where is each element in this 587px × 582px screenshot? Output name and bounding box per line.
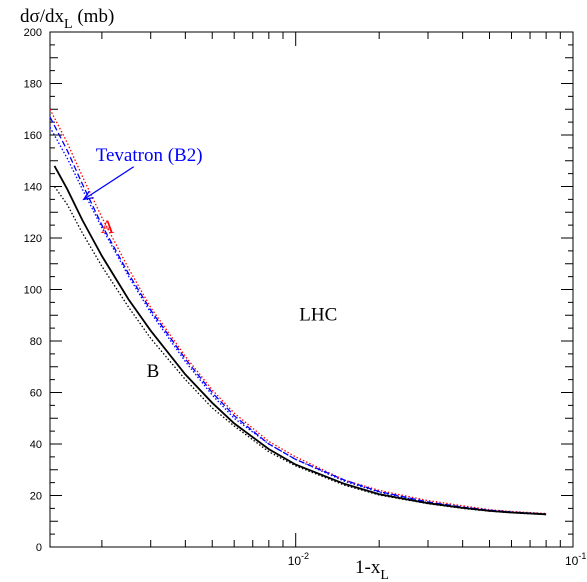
plot-area-border	[49, 31, 574, 548]
series-B-black-solid	[53, 165, 547, 516]
y-axis-ticks: 0 20 40 60 80 100 120 140 160 180 200	[24, 27, 573, 554]
y-tick-label: 80	[30, 336, 42, 348]
x-axis-ticks: 10-2 10-1	[101, 32, 586, 568]
series-layer	[49, 109, 547, 516]
x-tick-label: 10-2	[288, 551, 309, 568]
series-B2-blue-dashed	[49, 116, 547, 515]
y-tick-label: 0	[36, 542, 42, 554]
y-tick-label: 20	[30, 491, 42, 503]
plot-frame	[49, 31, 574, 548]
y-tick-label: 100	[24, 285, 42, 297]
y-tick-label: 120	[24, 233, 42, 245]
annotation-b: B	[147, 361, 160, 382]
y-axis-title: dσ/dxL (mb)	[20, 6, 114, 32]
series-black-dotted	[53, 186, 547, 516]
tevatron-arrow-line	[83, 166, 135, 200]
y-tick-label: 60	[30, 388, 42, 400]
y-tick-label: 40	[30, 439, 42, 451]
x-axis-title: 1-xL	[355, 557, 389, 582]
series-A-red-dotted	[49, 109, 547, 515]
y-tick-label: 200	[24, 27, 42, 39]
y-tick-label: 180	[24, 79, 42, 91]
annotation-a: A	[101, 217, 115, 238]
y-tick-label: 160	[24, 130, 42, 142]
annotation-tevatron: Tevatron (B2)	[96, 145, 203, 166]
annotation-layer: Tevatron (B2) A B LHC	[82, 145, 337, 382]
x-tick-label: 10-1	[565, 551, 586, 568]
tevatron-arrow-head	[82, 190, 94, 201]
series-blue-dotted	[49, 126, 547, 515]
y-tick-label: 140	[24, 182, 42, 194]
annotation-lhc: LHC	[299, 304, 337, 325]
